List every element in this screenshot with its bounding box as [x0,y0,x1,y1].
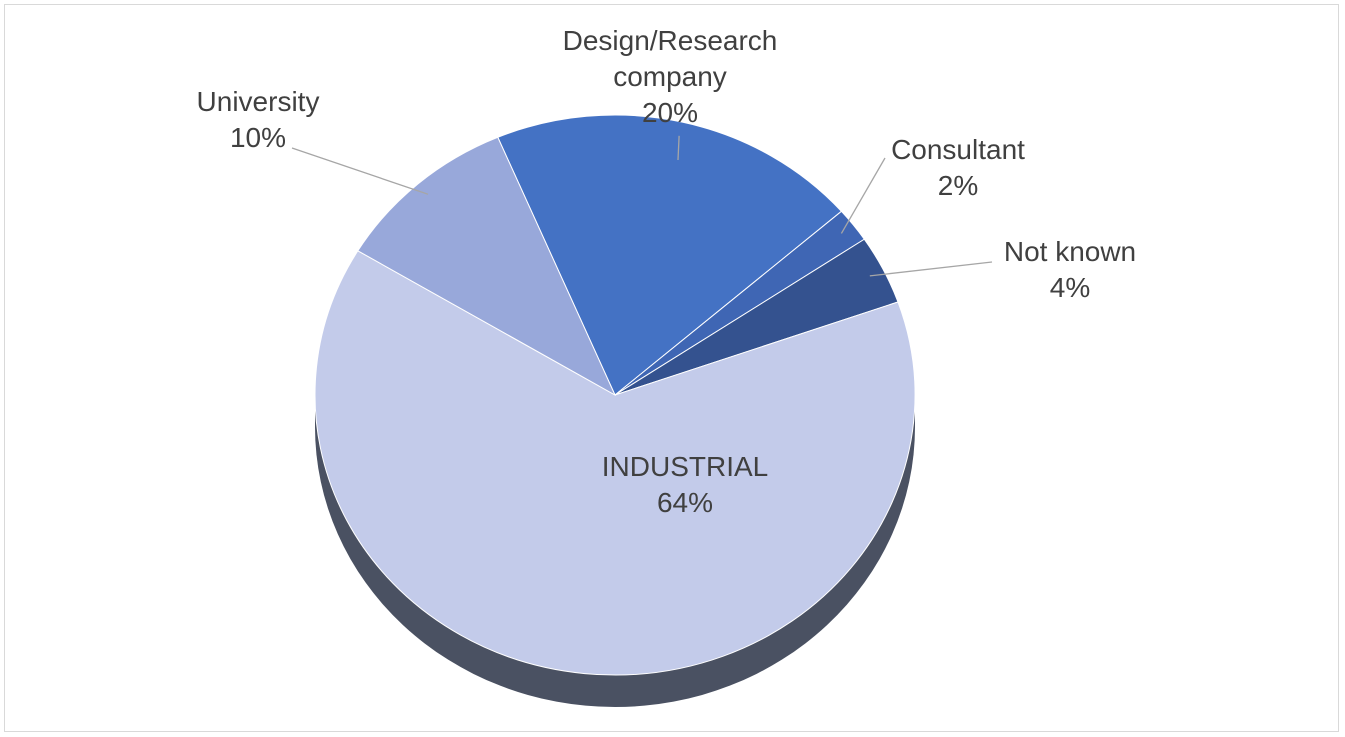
leader-line [840,157,886,234]
data-label: University 10% [108,84,408,156]
category-label: University [196,86,320,117]
leader-line [291,147,429,195]
category-label: INDUSTRIAL [601,451,769,482]
category-label: Not known [1003,236,1137,267]
data-label: Design/Research company 20% [520,23,820,131]
value-label: 64% [656,487,714,518]
data-label: Not known 4% [920,234,1220,306]
value-label: 4% [1049,272,1091,303]
pie-slice [314,250,916,676]
value-label: 10% [229,122,287,153]
leader-line [677,135,680,161]
value-label: 20% [641,97,699,128]
pie-slice [357,136,617,397]
chart-frame [4,4,1339,732]
data-label: INDUSTRIAL 64% [535,449,835,521]
value-label: 2% [937,170,979,201]
category-label: Design/Research company [562,25,778,92]
data-label: Consultant 2% [808,132,1108,204]
category-label: Consultant [891,134,1025,165]
leader-line [869,261,993,277]
